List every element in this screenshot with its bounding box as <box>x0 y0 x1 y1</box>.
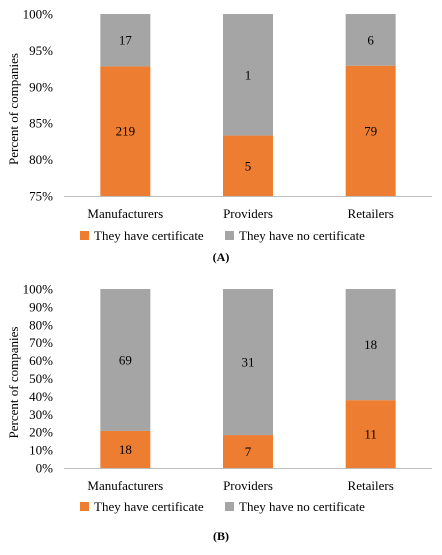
data-label: 11 <box>364 427 377 442</box>
y-tick-label: 80% <box>29 317 53 332</box>
y-tick-label: 75% <box>29 189 53 204</box>
data-label: 219 <box>116 124 136 139</box>
y-tick-label: 40% <box>29 389 53 404</box>
x-tick-label: Providers <box>223 478 273 493</box>
bar-segment <box>100 289 151 431</box>
legend-label: They have certificate <box>94 228 204 243</box>
data-label: 31 <box>242 355 255 370</box>
bar-segment <box>345 14 396 66</box>
legend-label: They have no certificate <box>239 228 365 243</box>
y-tick-label: 50% <box>29 371 53 386</box>
x-tick-label: Providers <box>223 206 273 221</box>
bar-segment <box>345 65 396 196</box>
x-tick-label: Manufacturers <box>87 206 163 221</box>
data-label: 79 <box>364 123 377 138</box>
bar-segment <box>100 66 151 196</box>
y-axis-title: Percent of companies <box>6 327 21 439</box>
x-tick-label: Retailers <box>348 206 394 221</box>
data-label: 5 <box>245 158 252 173</box>
bar-segment <box>345 400 396 468</box>
chart-a: 75% 80% 85% 90% 95% 100% Percent of companies 2… <box>6 7 432 264</box>
y-tick-label: 0% <box>36 461 54 476</box>
data-label: 17 <box>119 33 133 48</box>
chart-b: 0% 10% 20% 30% 40% 50% 60% 70% 80% 90% 100% Percent… <box>6 282 432 543</box>
legend-label: They have no certificate <box>239 499 365 514</box>
data-label: 18 <box>364 337 377 352</box>
bar-segment <box>223 435 273 468</box>
y-tick-label: 60% <box>29 353 53 368</box>
legend-swatch <box>225 502 234 511</box>
bar-segment <box>100 430 151 468</box>
data-label: 69 <box>119 352 132 367</box>
y-tick-label: 90% <box>29 299 53 314</box>
data-label: 1 <box>245 67 252 82</box>
y-axis-title: Percent of companies <box>6 53 21 165</box>
y-tick-label: 20% <box>29 425 53 440</box>
bar-segment <box>100 14 151 67</box>
bar-segment <box>223 14 273 136</box>
y-tick-label: 85% <box>29 116 53 131</box>
data-label: 18 <box>119 442 132 457</box>
bar-segment <box>345 289 396 401</box>
x-tick-label: Retailers <box>348 478 394 493</box>
bar-segment <box>223 289 273 436</box>
y-tick-label: 90% <box>29 79 53 94</box>
y-tick-label: 10% <box>29 443 53 458</box>
legend-label: They have certificate <box>94 499 204 514</box>
y-tick-label: 80% <box>29 152 53 167</box>
legend-swatch <box>225 231 234 240</box>
bar-segment <box>223 135 273 196</box>
y-tick-label: 100% <box>23 7 54 22</box>
panel-label: (B) <box>213 529 229 543</box>
panel-label: (A) <box>213 250 230 264</box>
y-tick-label: 95% <box>29 43 53 58</box>
y-tick-label: 70% <box>29 335 53 350</box>
y-tick-label: 30% <box>29 407 53 422</box>
legend-swatch <box>80 231 89 240</box>
data-label: 7 <box>245 444 252 459</box>
y-tick-label: 100% <box>23 282 54 297</box>
data-label: 6 <box>367 32 374 47</box>
legend-swatch <box>80 502 89 511</box>
x-tick-label: Manufacturers <box>87 478 163 493</box>
